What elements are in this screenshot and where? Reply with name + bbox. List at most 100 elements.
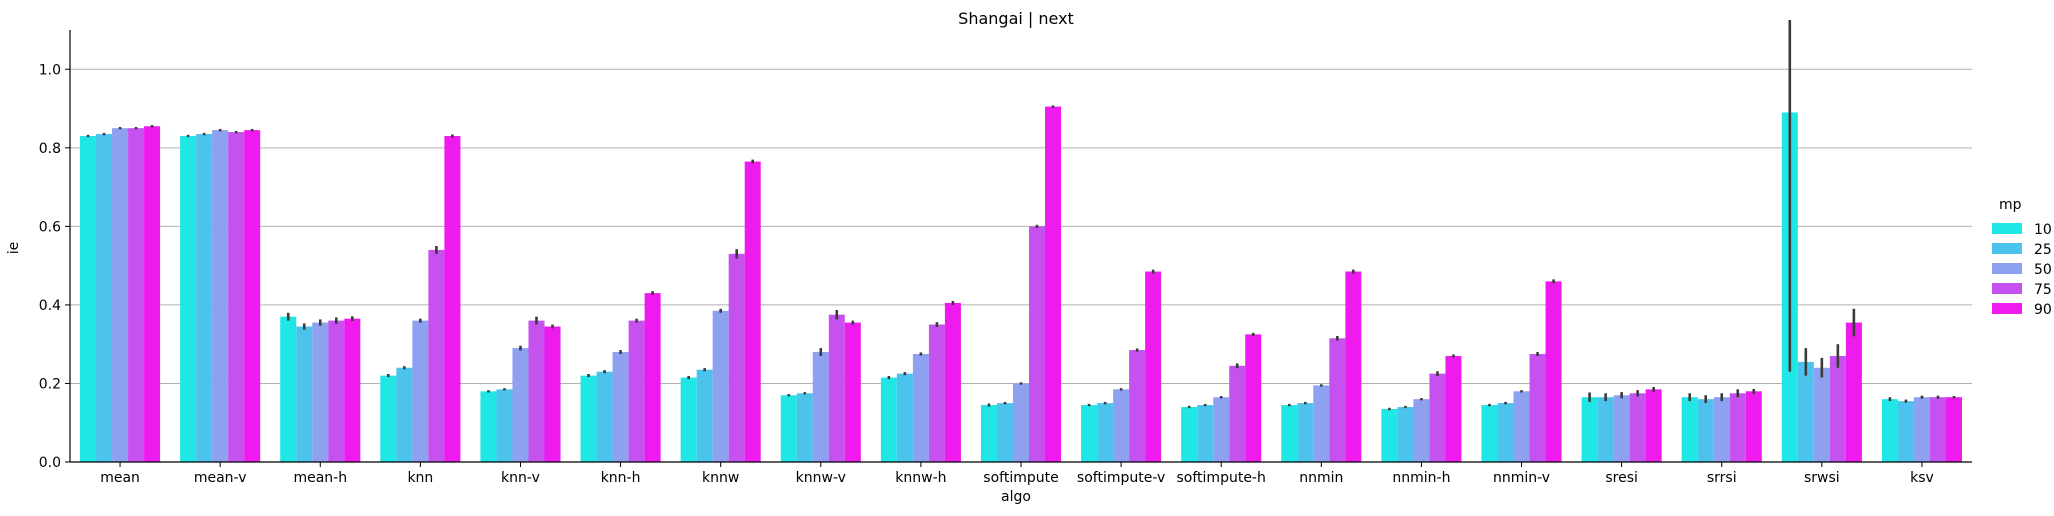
legend-label-50: 50	[2034, 262, 2052, 278]
bar-25	[396, 367, 413, 462]
bar-25	[496, 389, 513, 462]
x-axis-label: algo	[1001, 489, 1031, 505]
bar-90	[544, 326, 561, 462]
x-tick-label: ksv	[1910, 470, 1934, 486]
bar-50	[1913, 397, 1930, 462]
bar-10	[1881, 399, 1898, 462]
bar-75	[528, 320, 545, 462]
y-tick-label: 1.0	[39, 62, 61, 78]
bar-25	[296, 326, 313, 462]
bar-90	[1145, 271, 1162, 462]
bar-25	[1597, 397, 1614, 462]
bar-75	[1929, 397, 1946, 462]
x-ticks: mean mean-v mean-h knn knn-v knn-h knnw knnw-v k…	[100, 462, 1934, 486]
bar-90	[744, 161, 761, 462]
bar-10	[580, 375, 597, 462]
legend-label-90: 90	[2034, 302, 2052, 318]
bar-50	[112, 128, 129, 462]
bar-50	[1113, 389, 1130, 462]
bar-75	[1629, 393, 1646, 462]
bar-10	[380, 375, 397, 462]
bars	[80, 106, 1962, 463]
x-tick-label: nnmin-v	[1493, 470, 1550, 486]
x-tick-label: knn-h	[601, 470, 641, 486]
bar-90	[1945, 397, 1962, 462]
bar-90	[944, 302, 961, 462]
bar-50	[212, 130, 229, 463]
bar-75	[1729, 393, 1746, 462]
x-tick-label: knnw-h	[895, 470, 946, 486]
x-tick-label: nnmin-h	[1392, 470, 1450, 486]
bar-10	[880, 377, 897, 462]
y-tick-label: 0.0	[39, 455, 61, 471]
bar-90	[144, 126, 161, 462]
bar-50	[612, 352, 629, 462]
bar-10	[1581, 397, 1598, 462]
bar-10	[980, 405, 997, 462]
bar-10	[280, 316, 297, 462]
y-tick-label: 0.4	[39, 298, 61, 314]
bar-90	[844, 322, 861, 462]
bar-50	[412, 320, 429, 462]
bar-75	[828, 314, 845, 462]
y-tick-label: 0.2	[39, 376, 61, 392]
bar-90	[1645, 389, 1662, 462]
bar-50	[312, 322, 329, 462]
bar-10	[1181, 407, 1198, 462]
bar-10	[80, 136, 97, 462]
bar-25	[96, 134, 113, 462]
bar-90	[1445, 355, 1462, 462]
bar-25	[896, 373, 913, 462]
bar-25	[796, 393, 813, 462]
bar-90	[244, 130, 261, 463]
bar-50	[812, 352, 829, 462]
legend-title: mp	[1999, 197, 2022, 213]
x-tick-label: srrsi	[1707, 470, 1737, 486]
bar-90	[344, 318, 361, 462]
bar-75	[1429, 373, 1446, 462]
x-tick-label: mean-v	[194, 470, 247, 486]
x-tick-label: mean	[100, 470, 140, 486]
bar-50	[1613, 395, 1630, 462]
bar-50	[1012, 383, 1030, 462]
legend-swatch-90	[1992, 303, 2022, 314]
bar-75	[228, 132, 245, 463]
y-tick-label: 0.6	[39, 219, 61, 235]
legend-label-25: 25	[2034, 242, 2052, 258]
bar-10	[1481, 405, 1498, 462]
bar-90	[444, 136, 461, 462]
x-tick-label: knn	[407, 470, 433, 486]
x-tick-label: knn-v	[501, 470, 540, 486]
x-tick-label: sresi	[1605, 470, 1638, 486]
legend-label-10: 10	[2034, 222, 2052, 238]
bar-10	[1381, 408, 1398, 462]
legend-swatch-25	[1992, 243, 2022, 254]
bar-25	[1697, 399, 1714, 462]
bar-50	[712, 310, 729, 462]
legend-swatch-75	[1992, 283, 2022, 294]
bar-25	[196, 134, 213, 462]
x-tick-label: mean-h	[293, 470, 347, 486]
bar-25	[1197, 405, 1214, 462]
bar-10	[480, 391, 497, 462]
x-tick-label: softimpute	[983, 470, 1058, 486]
bar-75	[928, 324, 945, 462]
bar-75	[1829, 355, 1846, 462]
bar-50	[1313, 385, 1330, 462]
bar-25	[1297, 403, 1314, 462]
bar-50	[1713, 397, 1730, 462]
legend: mp 10 25 50 75 90	[1992, 197, 2052, 318]
bar-90	[1845, 322, 1862, 462]
bar-10	[1281, 405, 1298, 462]
bar-10	[780, 395, 797, 462]
bar-50	[912, 354, 929, 462]
bar-25	[596, 371, 613, 462]
bar-90	[1345, 271, 1362, 462]
bar-75	[728, 253, 745, 462]
bar-25	[996, 403, 1013, 462]
x-tick-label: knnw	[702, 470, 739, 486]
y-tick-label: 0.8	[39, 141, 61, 157]
bar-75	[1229, 365, 1246, 462]
bar-75	[1029, 226, 1046, 462]
